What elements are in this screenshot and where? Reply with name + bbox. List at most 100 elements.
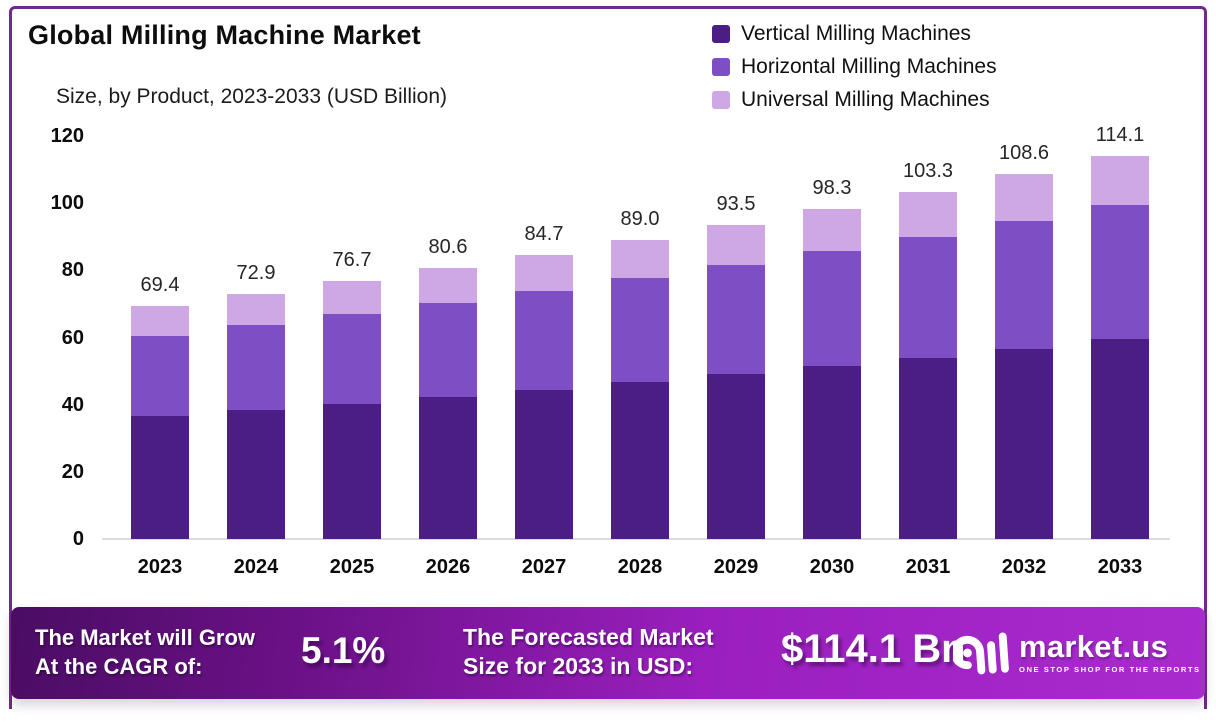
bottom-banner: The Market will Grow At the CAGR of: 5.1… bbox=[11, 607, 1205, 699]
bar-2030 bbox=[803, 208, 861, 539]
forecast-label: The Forecasted Market Size for 2033 in U… bbox=[463, 623, 714, 681]
y-tick-label: 80 bbox=[61, 259, 84, 282]
bar-segment bbox=[1091, 205, 1149, 339]
legend-swatch bbox=[712, 90, 730, 109]
bar-2025 bbox=[323, 281, 381, 539]
bar-total-label: 72.9 bbox=[236, 262, 276, 285]
legend-label: Vertical Milling Machines bbox=[741, 21, 971, 45]
bar-segment bbox=[131, 335, 189, 417]
bar-segment bbox=[515, 389, 573, 539]
bar-segment bbox=[803, 208, 861, 252]
bar-segment bbox=[323, 281, 381, 315]
bar-segment bbox=[515, 254, 573, 291]
cagr-label: The Market will Grow At the CAGR of: bbox=[35, 623, 255, 681]
bar-segment bbox=[611, 278, 669, 383]
forecast-label-line2: Size for 2033 in USD: bbox=[463, 653, 694, 679]
bar-total-label: 69.4 bbox=[140, 273, 180, 296]
forecast-label-line1: The Forecasted Market bbox=[463, 624, 714, 650]
forecast-value: $114.1 Bn bbox=[781, 627, 966, 671]
bar-segment bbox=[131, 416, 189, 539]
bar-total-label: 108.6 bbox=[998, 142, 1050, 165]
legend-item-2: Horizontal Milling Machines bbox=[712, 50, 997, 83]
bar-2026 bbox=[419, 268, 477, 539]
bar-segment bbox=[227, 294, 285, 326]
bar-total-label: 76.7 bbox=[332, 249, 372, 272]
bar-2031 bbox=[899, 192, 957, 539]
x-axis-label: 2029 bbox=[713, 556, 759, 578]
legend-swatch bbox=[712, 24, 730, 43]
cagr-label-line2: At the CAGR of: bbox=[35, 654, 203, 679]
bar-segment bbox=[995, 174, 1053, 222]
x-axis-label: 2025 bbox=[329, 556, 375, 578]
bar-segment bbox=[707, 264, 765, 375]
bar-2032 bbox=[995, 174, 1053, 539]
bar-segment bbox=[131, 305, 189, 336]
bar-segment bbox=[611, 382, 669, 539]
bar-segment bbox=[995, 348, 1053, 539]
x-axis-label: 2032 bbox=[1001, 556, 1047, 578]
bar-2028 bbox=[611, 240, 669, 539]
bar-segment bbox=[707, 225, 765, 265]
bar-segment bbox=[227, 325, 285, 411]
bar-segment bbox=[1091, 338, 1149, 539]
x-axis-label: 2028 bbox=[617, 556, 663, 578]
bar-2023 bbox=[131, 305, 189, 539]
y-tick-label: 60 bbox=[61, 326, 84, 349]
legend-item-1: Vertical Milling Machines bbox=[712, 17, 997, 50]
bar-2033 bbox=[1091, 155, 1149, 539]
bar-total-label: 80.6 bbox=[428, 236, 468, 259]
bar-segment bbox=[899, 236, 957, 358]
x-axis-label: 2030 bbox=[809, 556, 855, 578]
legend-item-3: Universal Milling Machines bbox=[712, 83, 997, 116]
y-tick-label: 20 bbox=[61, 460, 84, 483]
y-tick-label: 120 bbox=[50, 125, 84, 147]
chart-subtitle: Size, by Product, 2023-2033 (USD Billion… bbox=[56, 85, 448, 108]
bar-total-label: 93.5 bbox=[716, 193, 756, 215]
bar-2024 bbox=[227, 294, 285, 539]
legend-label: Universal Milling Machines bbox=[741, 87, 990, 111]
bar-segment bbox=[707, 374, 765, 539]
bar-total-label: 114.1 bbox=[1095, 123, 1145, 146]
bar-segment bbox=[803, 251, 861, 367]
logo-tagline: ONE STOP SHOP FOR THE REPORTS bbox=[1019, 664, 1201, 674]
x-axis-label: 2031 bbox=[905, 556, 951, 578]
y-tick-label: 100 bbox=[50, 192, 84, 215]
cagr-label-line1: The Market will Grow bbox=[35, 625, 256, 650]
bar-total-label: 98.3 bbox=[812, 176, 852, 199]
market-us-logo: market.us ONE STOP SHOP FOR THE REPORTS bbox=[953, 623, 1201, 681]
cagr-value: 5.1% bbox=[301, 630, 386, 671]
bar-total-label: 103.3 bbox=[902, 160, 954, 183]
legend-swatch bbox=[712, 57, 730, 76]
bar-2027 bbox=[515, 254, 573, 539]
bar-segment bbox=[419, 396, 477, 539]
bar-segment bbox=[419, 268, 477, 303]
x-axis-line bbox=[102, 538, 1170, 540]
market-us-logo-text: market.us ONE STOP SHOP FOR THE REPORTS bbox=[1019, 631, 1201, 674]
bar-segment bbox=[995, 221, 1053, 349]
bar-2029 bbox=[707, 225, 765, 539]
bar-segment bbox=[1091, 155, 1149, 206]
market-us-logo-icon bbox=[953, 632, 1009, 675]
bar-segment bbox=[803, 366, 861, 539]
bar-segment bbox=[419, 302, 477, 397]
bar-segment bbox=[227, 410, 285, 539]
chart-legend: Vertical Milling Machines Horizontal Mill… bbox=[712, 17, 997, 116]
bar-segment bbox=[899, 192, 957, 237]
x-axis-label: 2033 bbox=[1097, 556, 1143, 578]
legend-label: Horizontal Milling Machines bbox=[741, 54, 997, 78]
bar-segment bbox=[323, 314, 381, 404]
x-axis-label: 2023 bbox=[137, 556, 183, 578]
x-axis-label: 2027 bbox=[521, 556, 567, 578]
bar-segment bbox=[515, 290, 573, 390]
bar-segment bbox=[323, 403, 381, 539]
x-axis-label: 2026 bbox=[425, 556, 471, 578]
y-tick-label: 40 bbox=[61, 393, 84, 416]
chart-title: Global Milling Machine Market bbox=[28, 20, 421, 50]
x-axis-label: 2024 bbox=[233, 556, 279, 578]
bar-total-label: 84.7 bbox=[524, 222, 564, 245]
bar-total-label: 89.0 bbox=[620, 208, 660, 231]
bar-segment bbox=[611, 240, 669, 279]
logo-name: market.us bbox=[1019, 628, 1169, 664]
bar-segment bbox=[899, 357, 957, 539]
